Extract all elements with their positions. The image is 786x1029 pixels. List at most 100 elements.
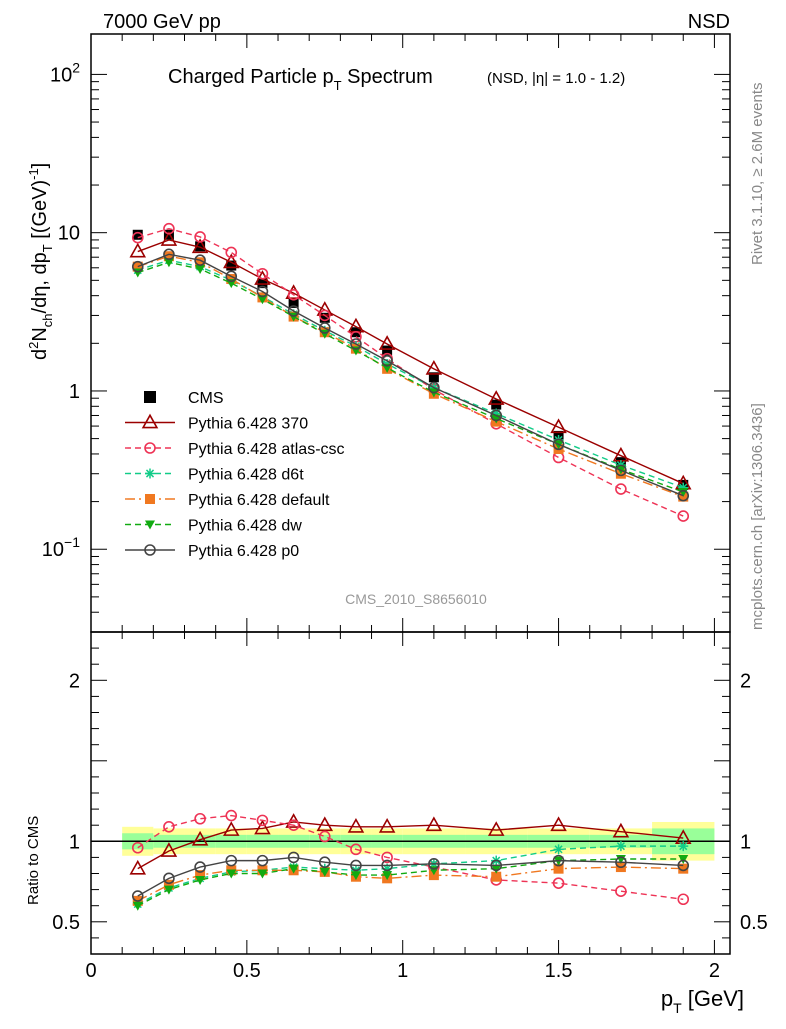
legend-item: CMS xyxy=(144,390,224,407)
star-stroke xyxy=(616,842,625,851)
main-panel-series xyxy=(129,222,692,522)
ratio-line-d6t xyxy=(137,845,684,905)
legend-label: Pythia 6.428 p0 xyxy=(188,543,299,560)
ratio-point-p0 xyxy=(490,859,503,872)
star-stroke xyxy=(679,842,688,851)
ratio-line-p0 xyxy=(137,856,684,897)
legend-label: Pythia 6.428 370 xyxy=(188,416,308,433)
legend-label: CMS xyxy=(188,390,224,407)
ratio-point-dw xyxy=(132,901,143,911)
point-dw xyxy=(195,264,206,274)
point-atlas xyxy=(194,231,206,243)
main-panel-frame xyxy=(90,33,731,633)
point-CMS xyxy=(195,241,206,252)
ratio-point-dw xyxy=(163,885,174,895)
ratio-point-p0 xyxy=(225,854,238,867)
point-CMS xyxy=(382,345,393,356)
ratio-point-dw xyxy=(288,864,299,874)
y-axis-title-bottom: Ratio to CMS xyxy=(25,816,42,905)
y-tick-label: 1 xyxy=(69,381,80,403)
ratio-line-atlas xyxy=(137,814,684,900)
legend-item: Pythia 6.428 atlas-csc xyxy=(125,441,345,458)
ratio-point-atlas xyxy=(318,830,331,843)
ratio-point-dw xyxy=(195,875,206,885)
legend-item: Pythia 6.428 p0 xyxy=(125,543,299,560)
point-p370 xyxy=(223,253,240,269)
point-p370 xyxy=(191,238,209,254)
point-p0 xyxy=(490,409,503,422)
legend-marker xyxy=(145,520,155,530)
ratio-point-atlas xyxy=(256,814,269,827)
point-p370 xyxy=(129,242,147,258)
ratio-point-p0 xyxy=(677,859,690,872)
ratio-point-p370 xyxy=(425,816,443,832)
y-tick-label: 1 xyxy=(69,831,80,853)
point-p0 xyxy=(350,338,362,350)
y-tick-label: 2 xyxy=(69,670,80,692)
ratio-point-atlas xyxy=(677,893,690,906)
point-CMS xyxy=(428,372,439,383)
ratio-point-p0 xyxy=(163,872,175,885)
ratio-point-atlas xyxy=(131,841,144,854)
legend-label: Pythia 6.428 dw xyxy=(188,518,302,535)
ratio-point-atlas xyxy=(381,851,393,864)
analysis-id: CMS_2010_S8656010 xyxy=(345,591,487,607)
ratio-point-dw xyxy=(491,864,502,874)
ratio-point-p370 xyxy=(550,816,567,832)
x-axis-title: pT [GeV] xyxy=(661,986,744,1016)
y-tick-label: 0.5 xyxy=(740,912,768,934)
process-label: NSD xyxy=(688,11,730,33)
x-tick-label: 1.5 xyxy=(545,960,573,982)
ratio-point-default xyxy=(163,879,174,890)
y-tick-label: 2 xyxy=(740,670,751,692)
point-p0 xyxy=(194,254,206,267)
ratio-line-p370 xyxy=(137,821,684,870)
energy-label: 7000 GeV pp xyxy=(103,11,221,33)
point-CMS xyxy=(257,278,268,289)
series-line-p0 xyxy=(137,253,684,497)
point-atlas xyxy=(256,267,269,280)
point-p0 xyxy=(318,322,331,334)
point-atlas xyxy=(163,222,175,235)
point-dw xyxy=(382,363,393,373)
point-p370 xyxy=(378,335,396,350)
ratio-point-d6t xyxy=(553,844,564,855)
x-tick-label: 2 xyxy=(709,960,720,982)
point-CMS xyxy=(163,229,174,240)
legend-marker xyxy=(145,494,155,504)
legend-label: Pythia 6.428 atlas-csc xyxy=(188,441,345,458)
star-stroke xyxy=(145,469,155,478)
ratio-point-p0 xyxy=(194,861,206,873)
point-CMS xyxy=(288,297,299,308)
point-dw xyxy=(257,295,268,305)
series-line-d6t xyxy=(137,259,684,489)
ratio-point-dw xyxy=(257,869,268,879)
point-atlas xyxy=(677,510,690,522)
ratio-line-default xyxy=(137,866,684,902)
y-tick-label: 1 xyxy=(740,831,751,853)
point-p0 xyxy=(163,248,175,261)
ratio-panel-frame xyxy=(90,631,731,955)
ratio-point-p0 xyxy=(350,859,362,872)
point-default xyxy=(163,251,174,262)
legend-item: Pythia 6.428 370 xyxy=(125,413,308,433)
ratio-point-dw xyxy=(678,855,689,865)
ratio-point-atlas xyxy=(350,843,362,856)
ratio-point-p370 xyxy=(160,842,178,857)
ratio-point-p0 xyxy=(318,856,331,869)
point-dw xyxy=(678,487,689,497)
star-stroke xyxy=(554,845,563,854)
legend-item: Pythia 6.428 default xyxy=(125,492,330,509)
ratio-point-atlas xyxy=(225,809,238,822)
point-p0 xyxy=(225,270,238,283)
point-p370 xyxy=(487,390,505,405)
legend-item: Pythia 6.428 d6t xyxy=(125,467,304,484)
point-CMS xyxy=(132,229,143,240)
legend-marker xyxy=(145,468,155,479)
point-p370 xyxy=(160,231,178,246)
x-tick-label: 0 xyxy=(85,960,96,982)
ratio-point-p0 xyxy=(131,890,144,902)
point-p0 xyxy=(287,305,300,317)
